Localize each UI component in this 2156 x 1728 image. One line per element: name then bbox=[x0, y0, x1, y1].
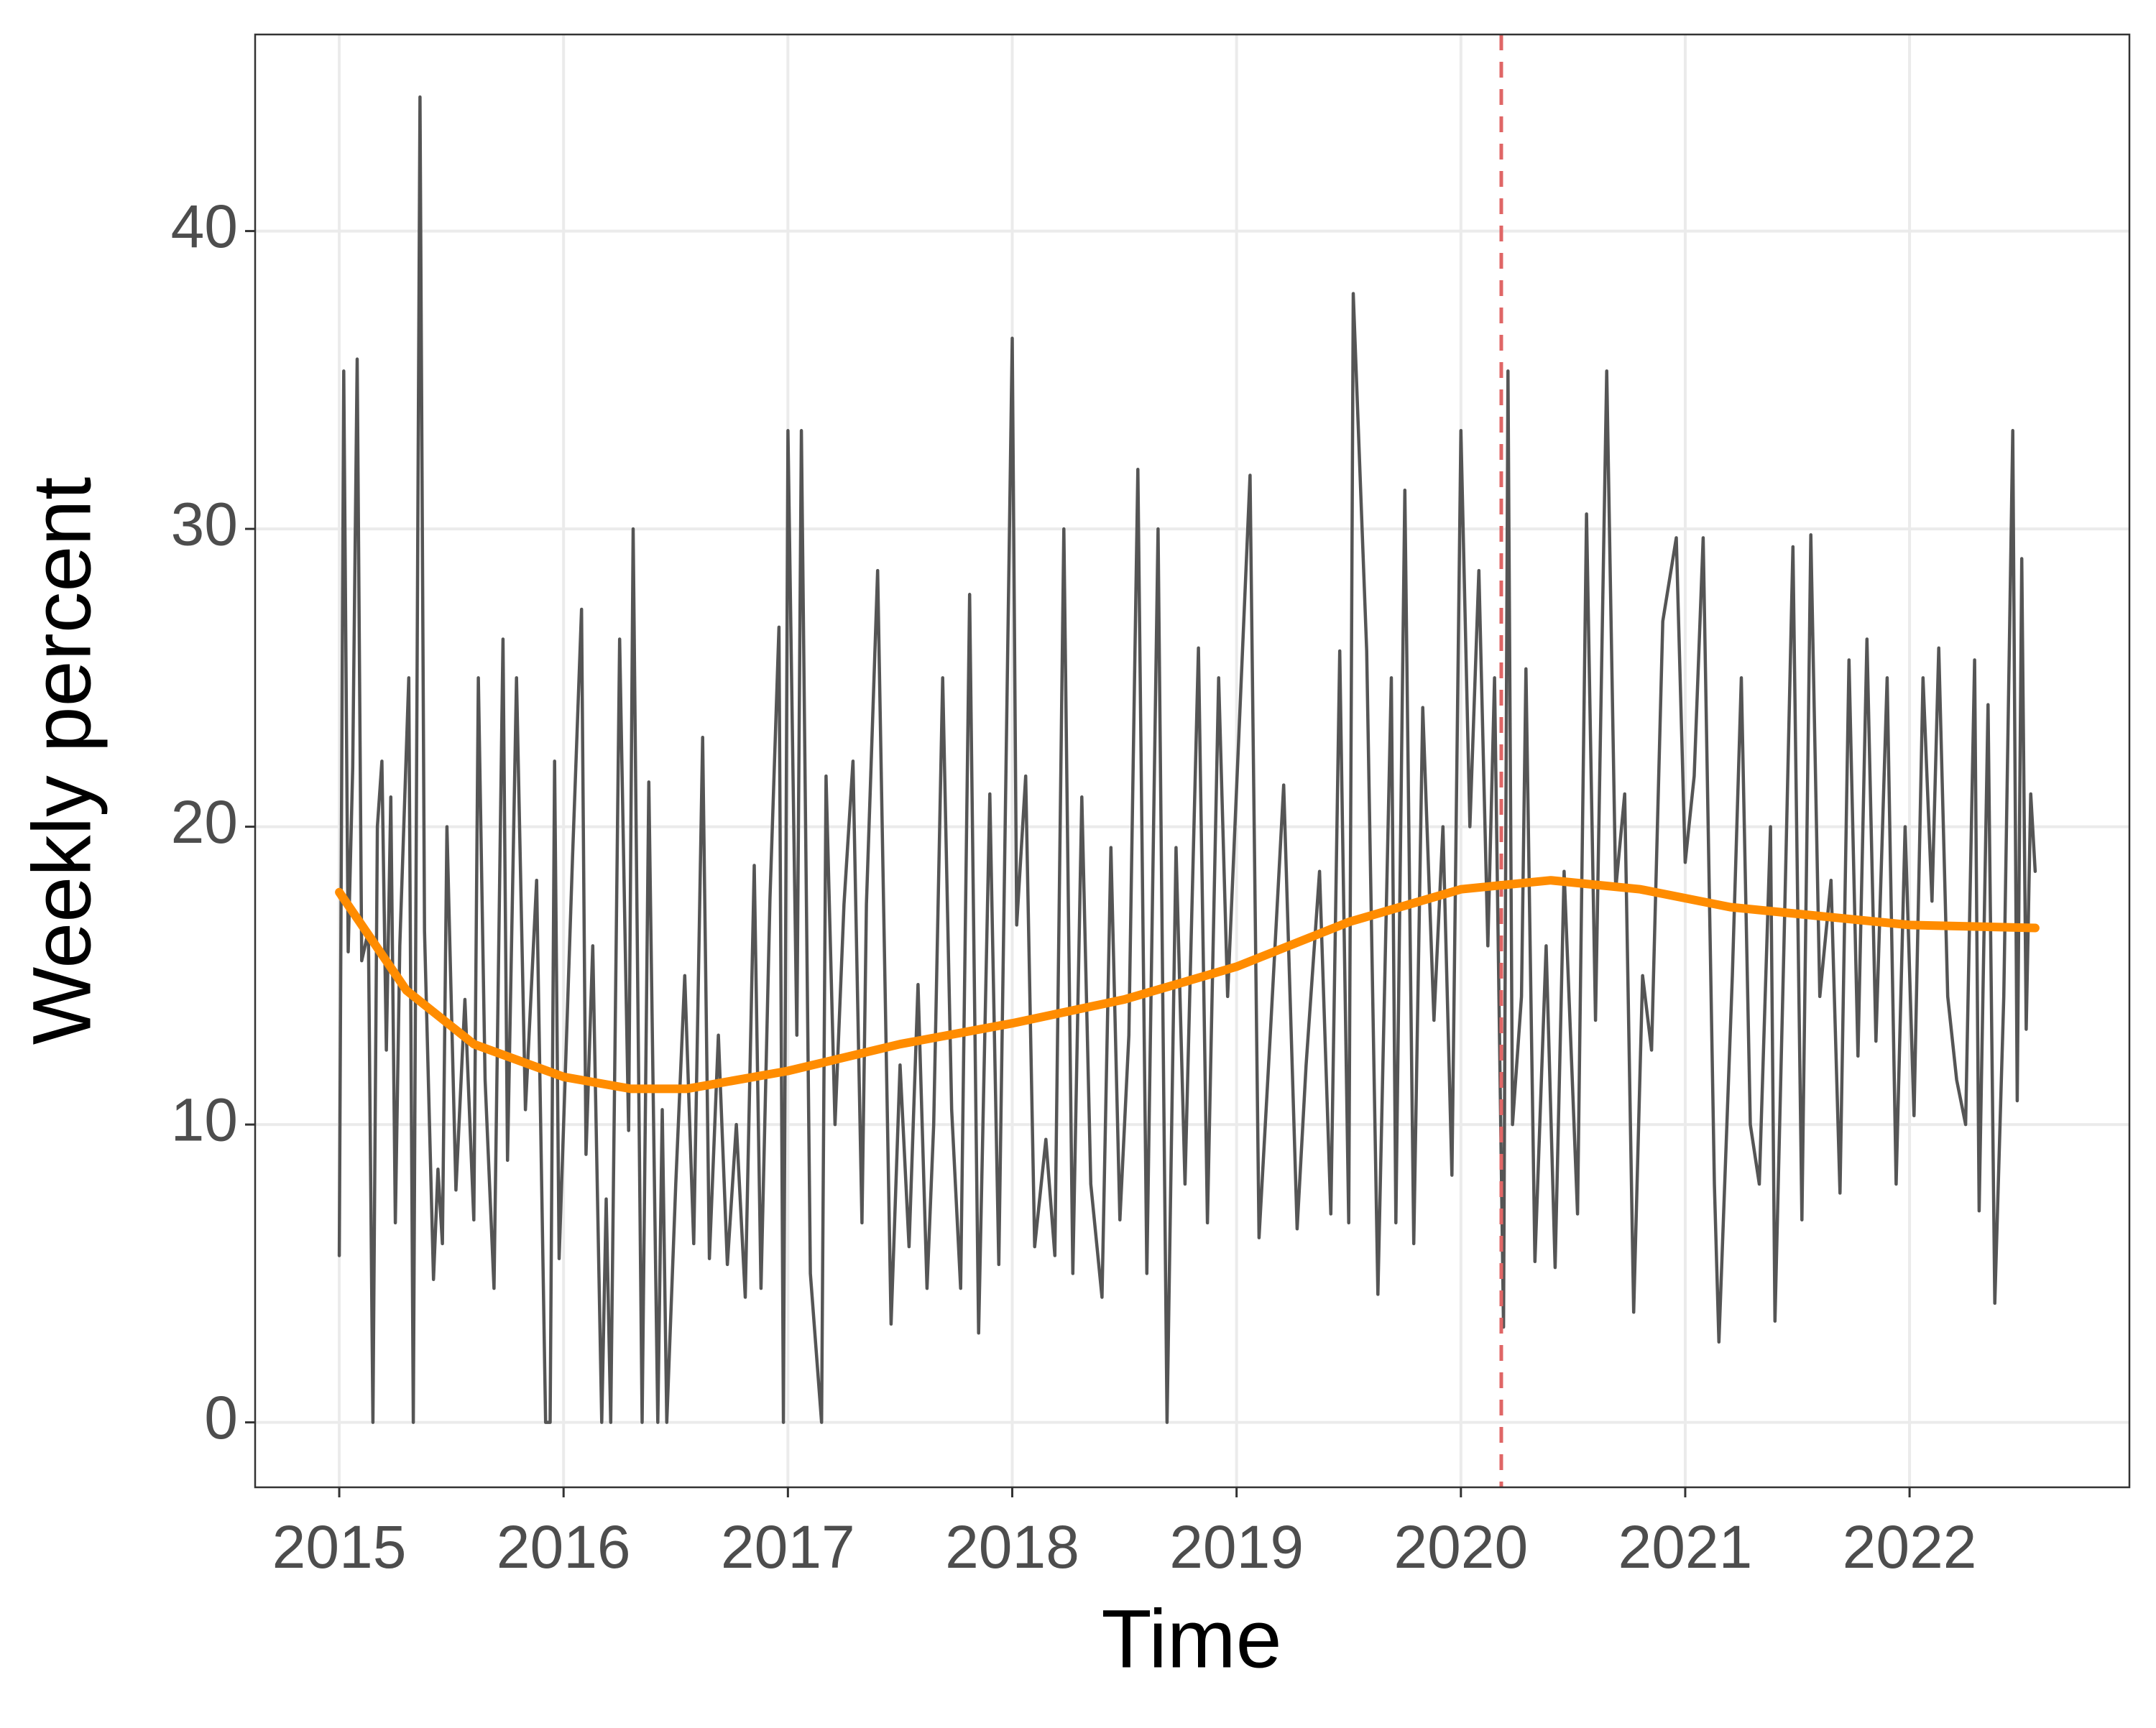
panel-border bbox=[254, 33, 2131, 1489]
y-tick-label: 40 bbox=[171, 193, 238, 260]
x-tick-label: 2018 bbox=[945, 1513, 1079, 1581]
y-tick-label: 20 bbox=[171, 788, 238, 856]
y-tick-label: 30 bbox=[171, 490, 238, 558]
x-tick-label: 2020 bbox=[1393, 1513, 1528, 1581]
x-tick-label: 2022 bbox=[1843, 1513, 1977, 1581]
x-tick-label: 2019 bbox=[1169, 1513, 1304, 1581]
y-tick-label: 10 bbox=[171, 1086, 238, 1153]
x-tick-label: 2021 bbox=[1618, 1513, 1753, 1581]
y-axis-title: Weekly percent bbox=[16, 477, 108, 1045]
axes: 0 10 20 30 40 2015 2016 2017 2018 2019 2020 2021 202… bbox=[171, 193, 1977, 1581]
marks bbox=[335, 34, 2040, 1487]
data-line bbox=[337, 95, 2037, 1424]
x-tick-label: 2015 bbox=[272, 1513, 407, 1581]
trend-line bbox=[335, 876, 2040, 1094]
x-axis-title: Time bbox=[1101, 1593, 1281, 1685]
x-tick-label: 2017 bbox=[721, 1513, 855, 1581]
x-tick-label: 2016 bbox=[497, 1513, 631, 1581]
y-tick-label: 0 bbox=[204, 1384, 238, 1451]
panel bbox=[255, 34, 2129, 1487]
